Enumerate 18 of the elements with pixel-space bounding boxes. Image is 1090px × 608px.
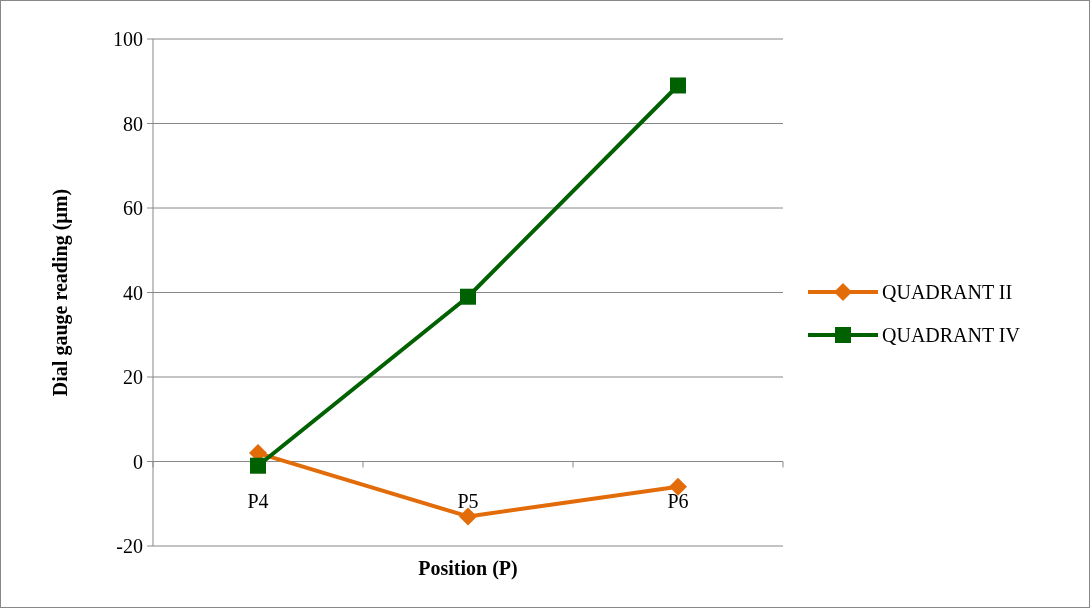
y-tick-label: 20 [123, 366, 143, 388]
x-tick-label: P6 [667, 489, 689, 512]
point [670, 77, 686, 94]
legend-label: QUADRANT II [882, 281, 1013, 303]
y-tick-label: 100 [113, 28, 143, 50]
x-axis-title: Position (P) [418, 557, 518, 580]
y-tick-label: -20 [116, 535, 143, 557]
point [460, 288, 476, 305]
y-tick-label: 80 [123, 112, 143, 135]
y-tick-label: 60 [123, 197, 143, 219]
x-tick-label: P5 [457, 489, 479, 512]
point [250, 457, 266, 474]
x-tick-label: P4 [247, 489, 269, 512]
legend-label: QUADRANT IV [882, 324, 1021, 346]
y-axis-title: Dial gauge reading (µm) [49, 188, 72, 397]
point [459, 507, 477, 526]
y-tick-label: 0 [133, 450, 143, 473]
y-tick-label: 40 [123, 281, 143, 304]
